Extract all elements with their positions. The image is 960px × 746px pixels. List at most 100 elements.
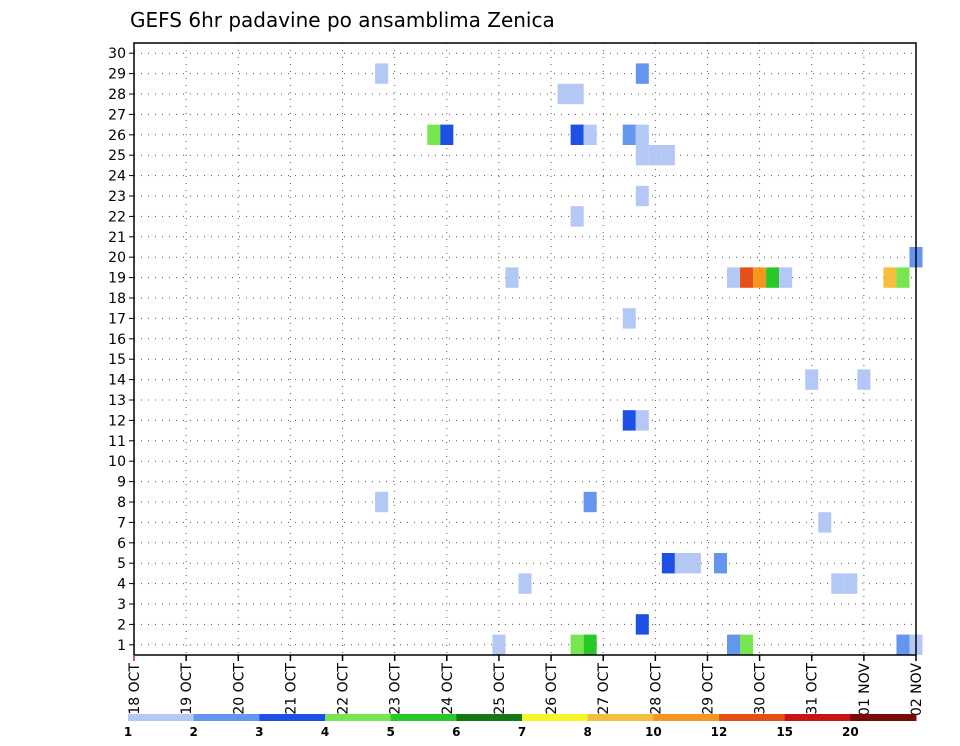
y-tick-label: 7 [117,515,126,531]
legend-swatch [850,714,917,721]
legend-swatch [390,714,457,721]
legend-swatch [719,714,786,721]
precip-cell [635,124,649,145]
precip-cell [505,267,519,288]
x-tick-label: 29 OCT [700,663,716,715]
precip-cell [622,308,636,329]
precip-cell [570,634,584,655]
y-tick-label: 13 [108,393,126,409]
legend-label: 20 [842,725,859,739]
y-tick-label: 25 [108,148,126,164]
y-tick-label: 23 [108,189,126,205]
y-tick-label: 18 [108,291,126,307]
precip-cell [740,267,754,288]
precip-cell [557,83,571,105]
x-tick-label: 28 OCT [648,663,664,715]
y-tick-label: 30 [108,46,126,62]
y-tick-label: 2 [117,617,126,633]
y-tick-label: 29 [108,67,126,83]
precipitation-cells [375,63,923,655]
y-tick-label: 24 [108,169,126,185]
y-tick-label: 16 [108,332,126,348]
legend-label: 5 [386,725,394,739]
legend-swatch [193,714,260,721]
precip-cell [583,634,597,655]
y-tick-label: 21 [108,230,126,246]
precip-cell [635,614,649,635]
legend-label: 15 [776,725,793,739]
y-tick-label: 26 [108,128,126,144]
color-legend: 1 2 3 4 5 6 7 8 10 12 15 20 [124,714,917,739]
legend-label: 7 [518,725,526,739]
y-tick-label: 4 [117,577,126,593]
legend-swatch [128,714,195,721]
x-tick-label: 31 OCT [805,663,821,715]
legend-swatch [587,714,654,721]
y-tick-label: 27 [108,107,126,123]
x-tick-label: 22 OCT [336,663,352,715]
legend-swatch [325,714,392,721]
y-tick-label: 12 [108,413,126,429]
legend-swatch [653,714,720,721]
precip-cell [844,573,858,594]
precip-cell [570,83,584,105]
x-tick-label: 19 OCT [179,663,195,715]
precip-cell [583,491,597,513]
legend-swatch [784,714,851,721]
x-tick-label: 25 OCT [492,663,508,715]
precip-cell [492,634,506,655]
legend-label: 3 [255,725,263,739]
precip-cell [570,124,584,145]
legend-swatch [522,714,589,721]
y-tick-label: 17 [108,311,126,327]
y-tick-label: 5 [117,556,126,572]
precip-cell [818,512,832,533]
precip-cell [753,267,767,288]
y-tick-label: 28 [108,87,126,103]
precip-cell [713,553,728,574]
precip-cell [805,369,819,390]
y-tick-label: 15 [108,352,126,368]
x-tick-label: 02 NOV [909,663,925,717]
y-tick-label: 22 [108,209,126,225]
precip-cell [635,185,649,207]
legend-label: 1 [124,725,132,739]
precip-cell [375,491,389,513]
y-tick-label: 14 [108,373,126,389]
x-axis: 18 OCT 19 OCT 20 OCT 21 OCT 22 OCT 23 OCT 24 O… [127,655,925,716]
y-axis: 1234567891011121314151617181920212223242… [108,46,134,654]
x-tick-label: 23 OCT [388,663,404,715]
x-tick-label: 20 OCT [231,663,247,715]
grid-lines [133,43,917,655]
precip-cell [622,410,636,431]
precip-cell [635,63,649,84]
precip-cell [661,553,675,574]
legend-swatch [259,714,326,721]
y-tick-label: 8 [117,495,126,511]
precip-cell [687,553,701,574]
precip-cell [440,124,454,145]
y-tick-label: 6 [117,536,126,552]
plot-frame [133,42,917,656]
precip-cell [570,206,584,227]
legend-label: 6 [452,725,460,739]
legend-label: 12 [711,725,728,739]
precip-cell [427,124,441,145]
precip-cell [896,267,910,288]
legend-label: 4 [321,725,329,739]
precip-cell [674,553,688,574]
x-tick-label: 21 OCT [283,663,299,715]
precip-cell [622,124,636,145]
precip-cell [583,124,597,145]
x-tick-label: 18 OCT [127,663,143,715]
x-tick-label: 24 OCT [440,663,456,715]
chart-title: GEFS 6hr padavine po ansamblima Zenica [130,8,555,32]
precip-cell [857,369,871,390]
y-tick-label: 3 [117,597,126,613]
precip-cell [635,145,649,166]
y-tick-label: 20 [108,250,126,266]
y-tick-label: 10 [108,454,126,470]
x-tick-label: 26 OCT [544,663,560,715]
